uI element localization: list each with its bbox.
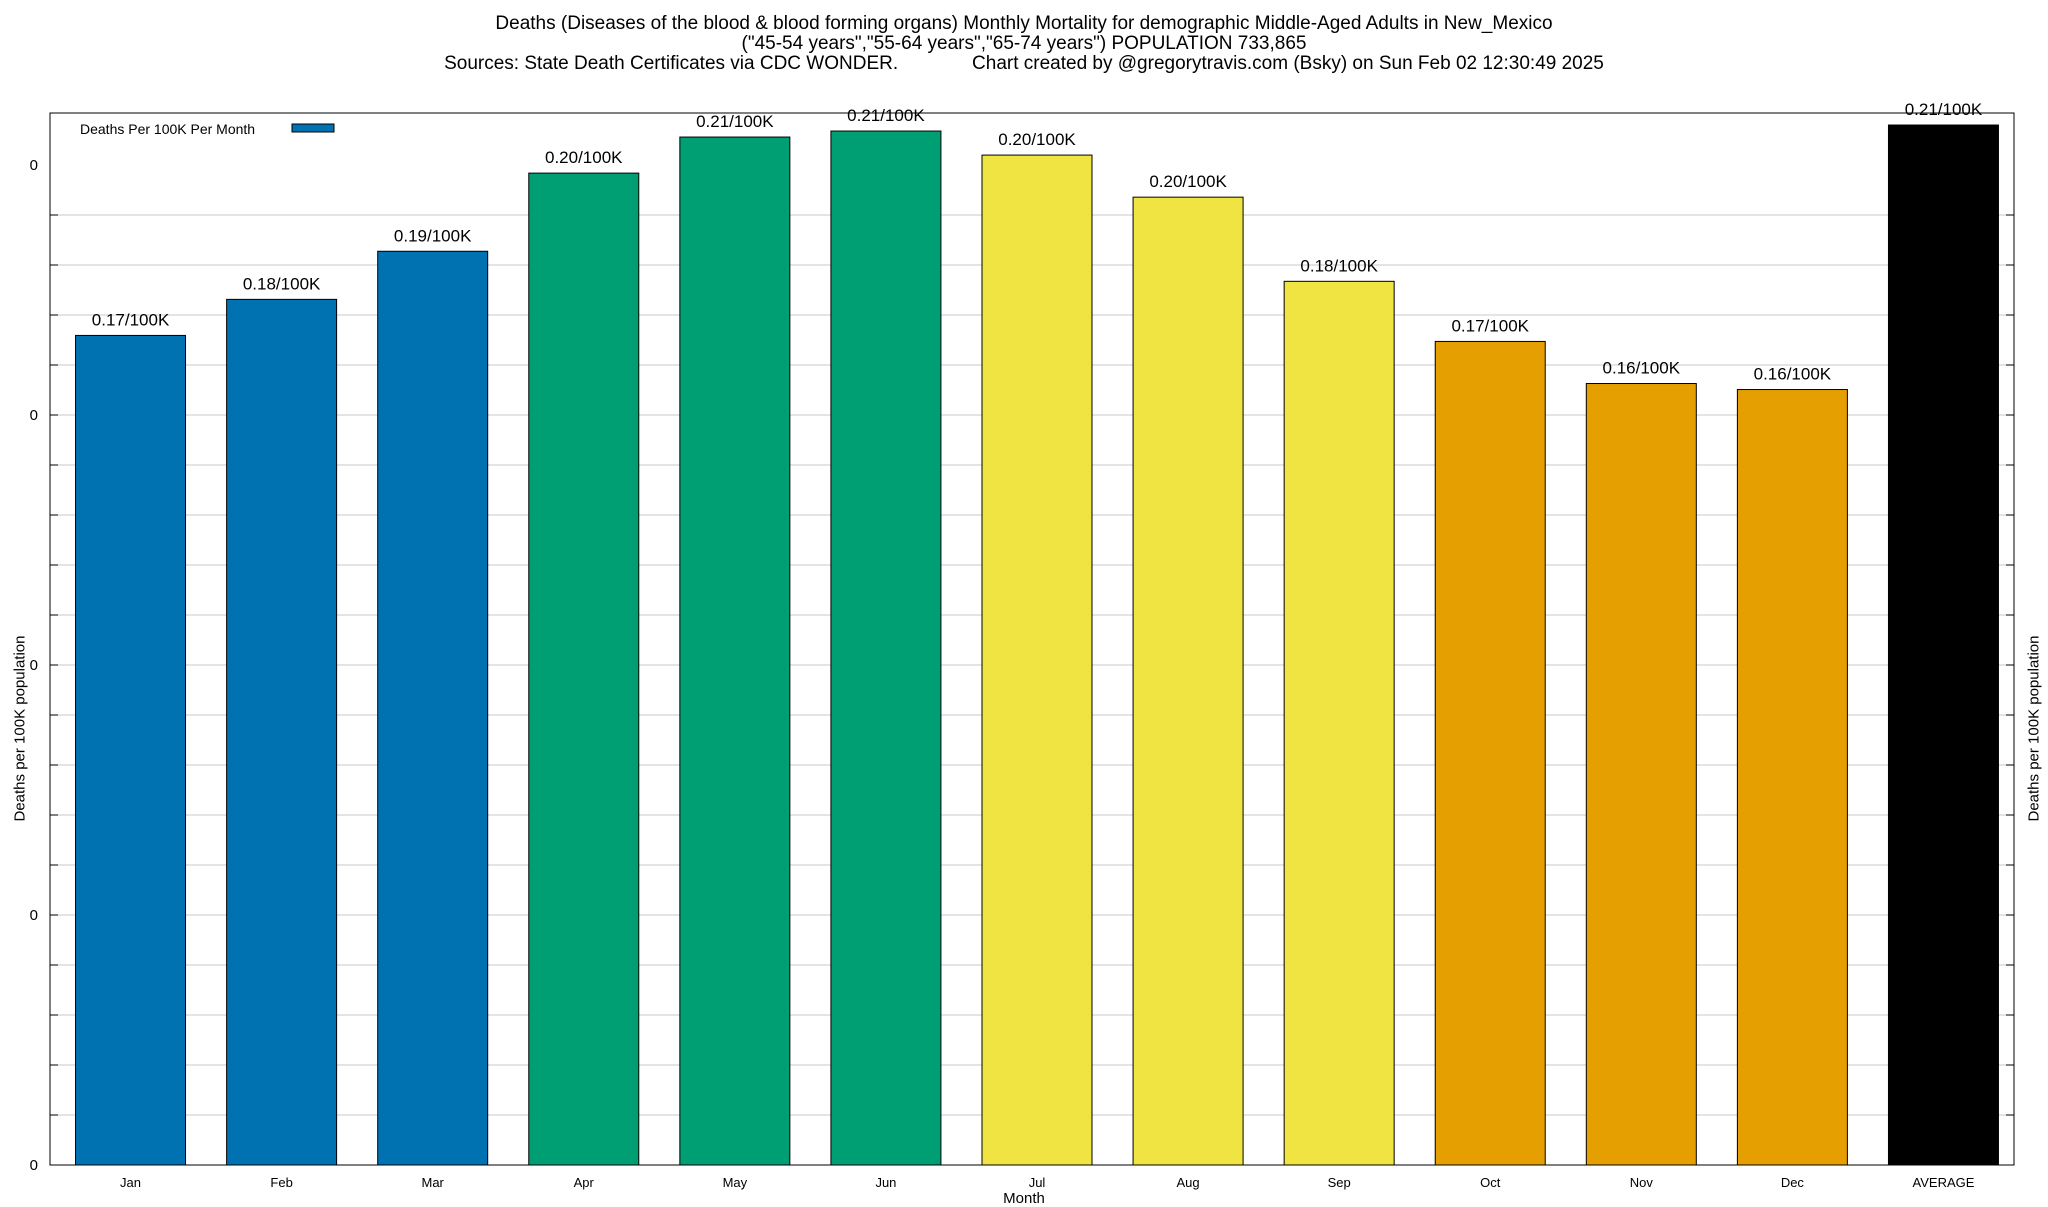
bar-value-label: 0.21/100K [847,106,925,125]
bar-sep [1283,280,1395,1166]
x-tick-label: Jun [875,1175,896,1190]
bar-value-label: 0.18/100K [243,274,321,293]
bar-jul [981,154,1093,1166]
x-tick-label: Mar [421,1175,444,1190]
bar-oct [1434,340,1546,1166]
legend-label: Deaths Per 100K Per Month [80,121,255,137]
y-tick-labels: 0 0 0 0 0 [30,157,38,1174]
y-axis-label-right: Deaths per 100K population [2025,635,2043,822]
x-tick-label: Nov [1630,1175,1654,1190]
bar-mar [377,250,489,1166]
bar-value-label: 0.16/100K [1754,365,1832,384]
bar-may [679,136,791,1166]
bars [75,124,1999,1166]
bar-value-label: 0.16/100K [1603,359,1681,378]
x-tick-label: May [723,1175,748,1190]
x-tick-label: Oct [1480,1175,1501,1190]
x-tick-label: Dec [1781,1175,1805,1190]
chart-sources: Sources: State Death Certificates via CD… [444,53,1604,74]
x-tick-label: Sep [1328,1175,1351,1190]
x-tick-labels: Jan Feb Mar Apr May Jun Jul Aug Sep Oct Nov Dec AVER… [120,1175,1975,1190]
bar-value-label: 0.20/100K [998,130,1076,149]
x-tick-label: Aug [1177,1175,1200,1190]
chart-subtitle: ("45-54 years","55-64 years","65-74 year… [741,33,1307,54]
bar-average [1887,124,1999,1166]
legend-swatch [291,123,335,133]
bar-feb [226,298,338,1166]
bar-jan [75,334,187,1166]
bar-dec [1736,389,1848,1166]
bar-value-label: 0.18/100K [1300,256,1378,275]
y-tick-label: 0 [30,657,38,674]
bar-value-labels: 0.17/100K 0.18/100K 0.19/100K 0.20/100K 0.21… [92,100,1983,384]
chart-title-block: Deaths (Diseases of the blood & blood fo… [0,14,2048,74]
x-tick-label: Apr [574,1175,595,1190]
bar-value-label: 0.19/100K [394,226,472,245]
bar-nov [1585,383,1697,1166]
x-tick-label: Jul [1029,1175,1046,1190]
y-tick-label: 0 [30,907,38,924]
x-axis-label: Month [1003,1190,1045,1207]
bar-jun [830,130,942,1166]
x-tick-label: Feb [270,1175,292,1190]
x-tick-label: Jan [120,1175,141,1190]
y-tick-label: 0 [30,157,38,174]
bar-value-label: 0.21/100K [696,112,774,131]
bar-value-label: 0.17/100K [1451,316,1529,335]
y-tick-label: 0 [30,407,38,424]
bar-value-label: 0.17/100K [92,310,170,329]
bar-apr [528,172,640,1166]
x-tick-label: AVERAGE [1913,1175,1975,1190]
chart-title: Deaths (Diseases of the blood & blood fo… [495,13,1553,34]
bar-value-label: 0.21/100K [1905,100,1983,119]
plot-frame [49,112,2015,1166]
bar-value-label: 0.20/100K [1149,172,1227,191]
y-tick-label: 0 [30,1157,38,1174]
bar-aug [1132,196,1244,1166]
legend: Deaths Per 100K Per Month [80,121,335,137]
y-axis-label-left: Deaths per 100K population [11,635,29,822]
bar-value-label: 0.20/100K [545,148,623,167]
